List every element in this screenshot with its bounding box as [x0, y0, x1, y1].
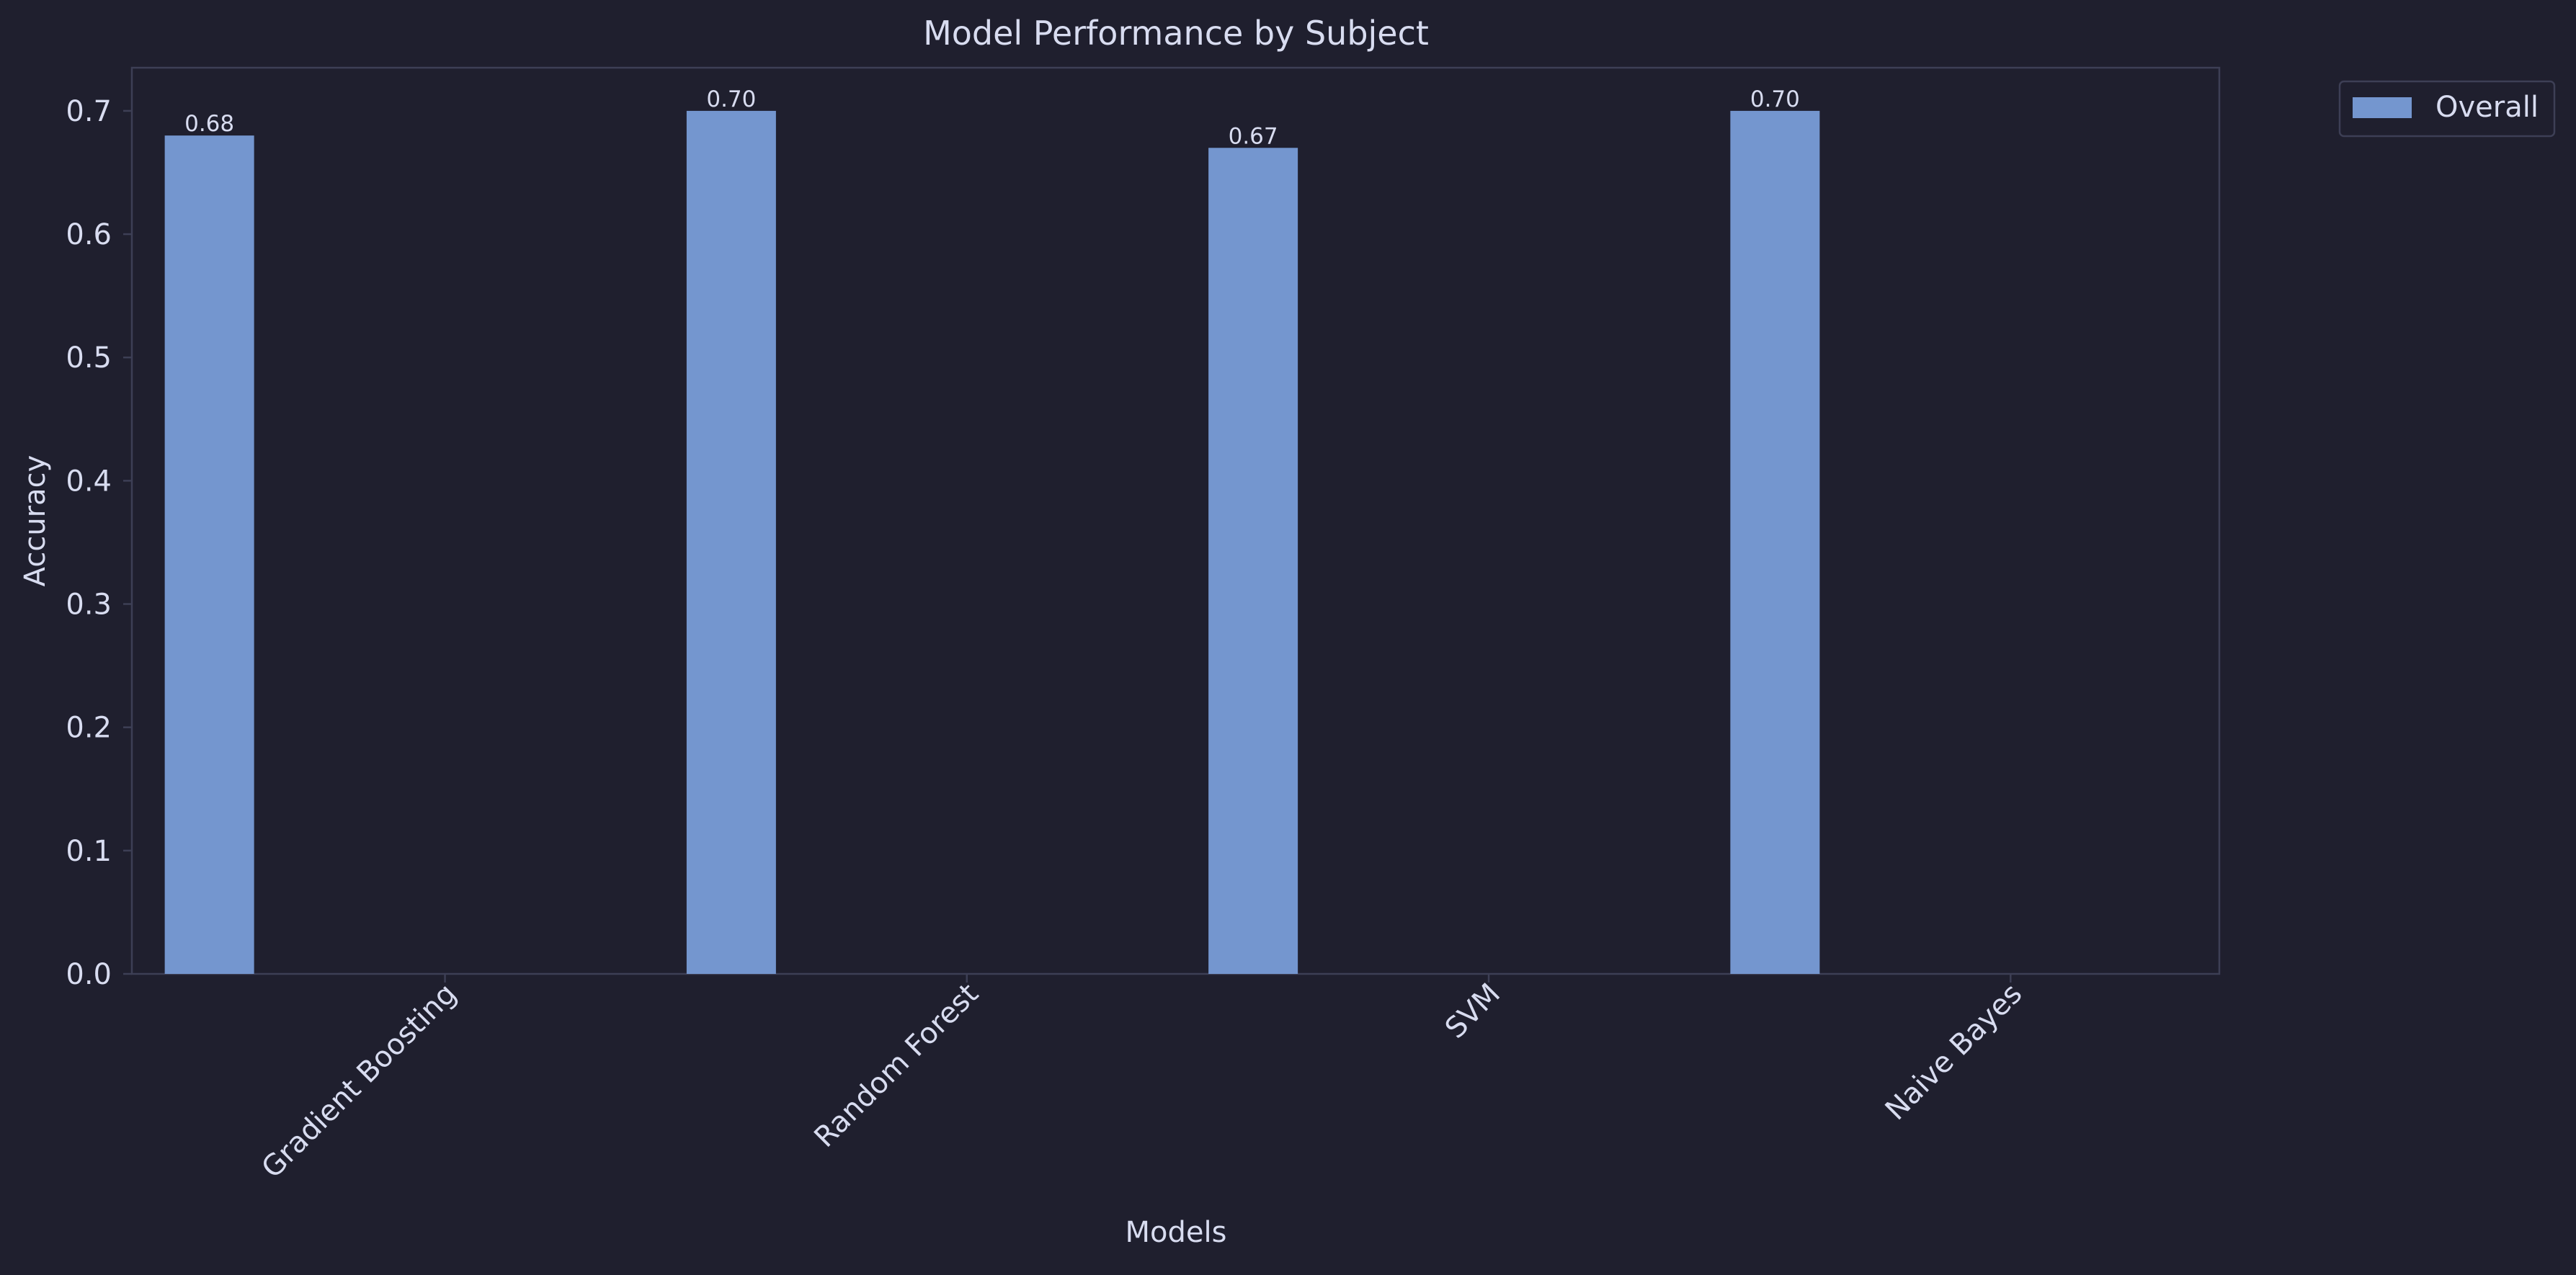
legend-label-overall: Overall: [2435, 91, 2539, 124]
y-tick-label: 0.5: [66, 341, 112, 375]
y-tick-label: 0.1: [66, 835, 112, 868]
bar: [1208, 148, 1298, 974]
bar-value-labels: 0.68 0.70 0.67 0.70: [184, 86, 1800, 149]
legend-frame: [2338, 80, 2556, 138]
plot-area-frame: [130, 66, 2221, 975]
legend-swatch-overall: [2353, 97, 2412, 118]
bar-value-label: 0.67: [1229, 123, 1278, 149]
y-tick-label: 0.3: [66, 589, 112, 622]
y-tick-label: 0.0: [66, 958, 112, 991]
y-tick-label: 0.6: [66, 218, 112, 251]
y-tick-label: 0.2: [66, 712, 112, 745]
bar-series-overall: [164, 110, 1820, 975]
bar: [1730, 110, 1820, 974]
y-tick-label: 0.7: [66, 95, 112, 128]
y-axis: 0.0 0.1 0.2 0.3 0.4 0.5 0.6 0.7: [66, 95, 132, 991]
bar: [164, 135, 254, 975]
bar: [686, 110, 776, 974]
bar-value-label: 0.70: [1750, 86, 1800, 112]
y-axis-label: Accuracy: [19, 455, 52, 587]
x-axis-label: Models: [1126, 1216, 1227, 1249]
chart-title: Model Performance by Subject: [923, 14, 1429, 53]
bar-value-label: 0.70: [706, 86, 756, 112]
y-tick-label: 0.4: [66, 465, 112, 498]
legend: Overall: [2338, 80, 2556, 138]
bar-value-label: 0.68: [184, 111, 234, 137]
